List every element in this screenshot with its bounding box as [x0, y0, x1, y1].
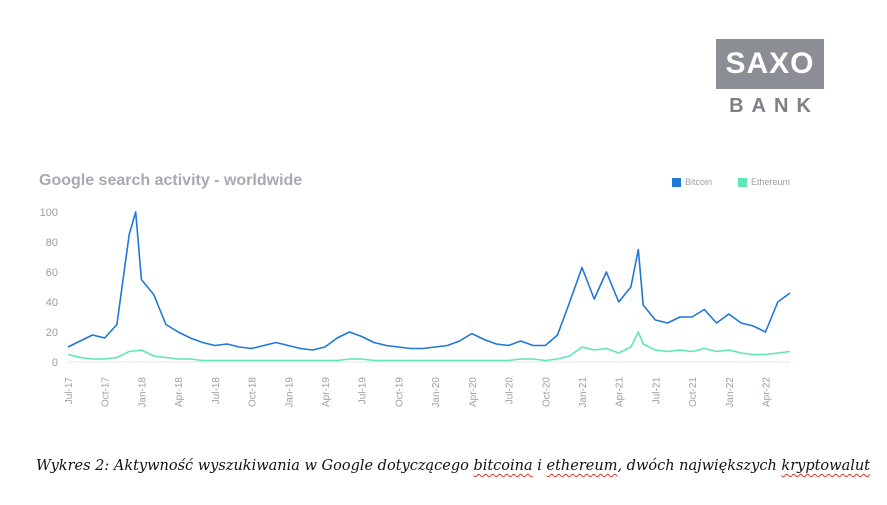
y-tick-label: 20 [46, 327, 58, 339]
x-tick-label: Oct-21 [688, 377, 699, 407]
series-line-bitcoin [67, 211, 791, 351]
x-tick-label: Jul-20 [505, 377, 516, 405]
x-tick-label: Oct-19 [394, 377, 405, 407]
legend-label-ethereum: Ethereum [751, 177, 791, 187]
x-tick-label: Apr-18 [174, 377, 185, 407]
series-line-ethereum [67, 331, 791, 362]
caption-word-kryptowalut: kryptowalut [781, 458, 871, 474]
y-tick-label: 80 [46, 237, 58, 249]
y-tick-label: 0 [52, 357, 58, 369]
figure-caption: Wykres 2: Aktywność wyszukiwania w Googl… [36, 456, 876, 476]
legend-swatch-ethereum [738, 177, 747, 187]
legend-item-ethereum: Ethereum [738, 177, 790, 187]
x-tick-label: Jul-18 [211, 377, 222, 405]
x-tick-label: Jan-19 [284, 377, 295, 408]
x-tick-label: Jan-20 [431, 377, 442, 408]
x-tick-label: Jul-19 [358, 377, 369, 405]
legend-swatch-bitcoin [672, 177, 681, 187]
y-tick-label: 100 [40, 207, 58, 219]
x-tick-label: Jan-22 [725, 377, 736, 408]
caption-text-3: , dwóch największych [617, 458, 782, 474]
logo-saxo-text: SAXO [725, 47, 815, 80]
y-tick-label: 60 [46, 267, 58, 279]
x-tick-label: Jan-18 [137, 377, 148, 408]
caption-word-bitcoina: bitcoina [473, 458, 533, 474]
x-tick-label: Apr-22 [762, 377, 773, 407]
x-tick-label: Apr-20 [468, 377, 479, 407]
saxo-bank-logo: SAXO BANK [716, 39, 824, 119]
caption-text-2: i [532, 458, 547, 474]
x-tick-label: Oct-18 [248, 377, 259, 407]
legend-item-bitcoin: Bitcoin [672, 177, 712, 187]
x-tick-label: Oct-17 [101, 377, 112, 407]
caption-word-ethereum: ethereum [546, 458, 618, 474]
logo-bank-text: BANK [729, 95, 819, 117]
x-tick-label: Apr-19 [321, 377, 332, 407]
chart-title: Google search activity - worldwide [39, 172, 303, 189]
logo-box: SAXO [716, 39, 824, 89]
x-tick-label: Jan-21 [578, 377, 589, 408]
x-tick-label: Jul-17 [64, 377, 75, 405]
legend-label-bitcoin: Bitcoin [685, 177, 713, 187]
x-tick-label: Jul-21 [651, 377, 662, 405]
caption-text-1: Wykres 2: Aktywność wyszukiwania w Googl… [36, 458, 474, 474]
x-tick-label: Oct-20 [541, 377, 552, 407]
x-tick-label: Apr-21 [615, 377, 626, 407]
y-tick-label: 40 [46, 297, 58, 309]
